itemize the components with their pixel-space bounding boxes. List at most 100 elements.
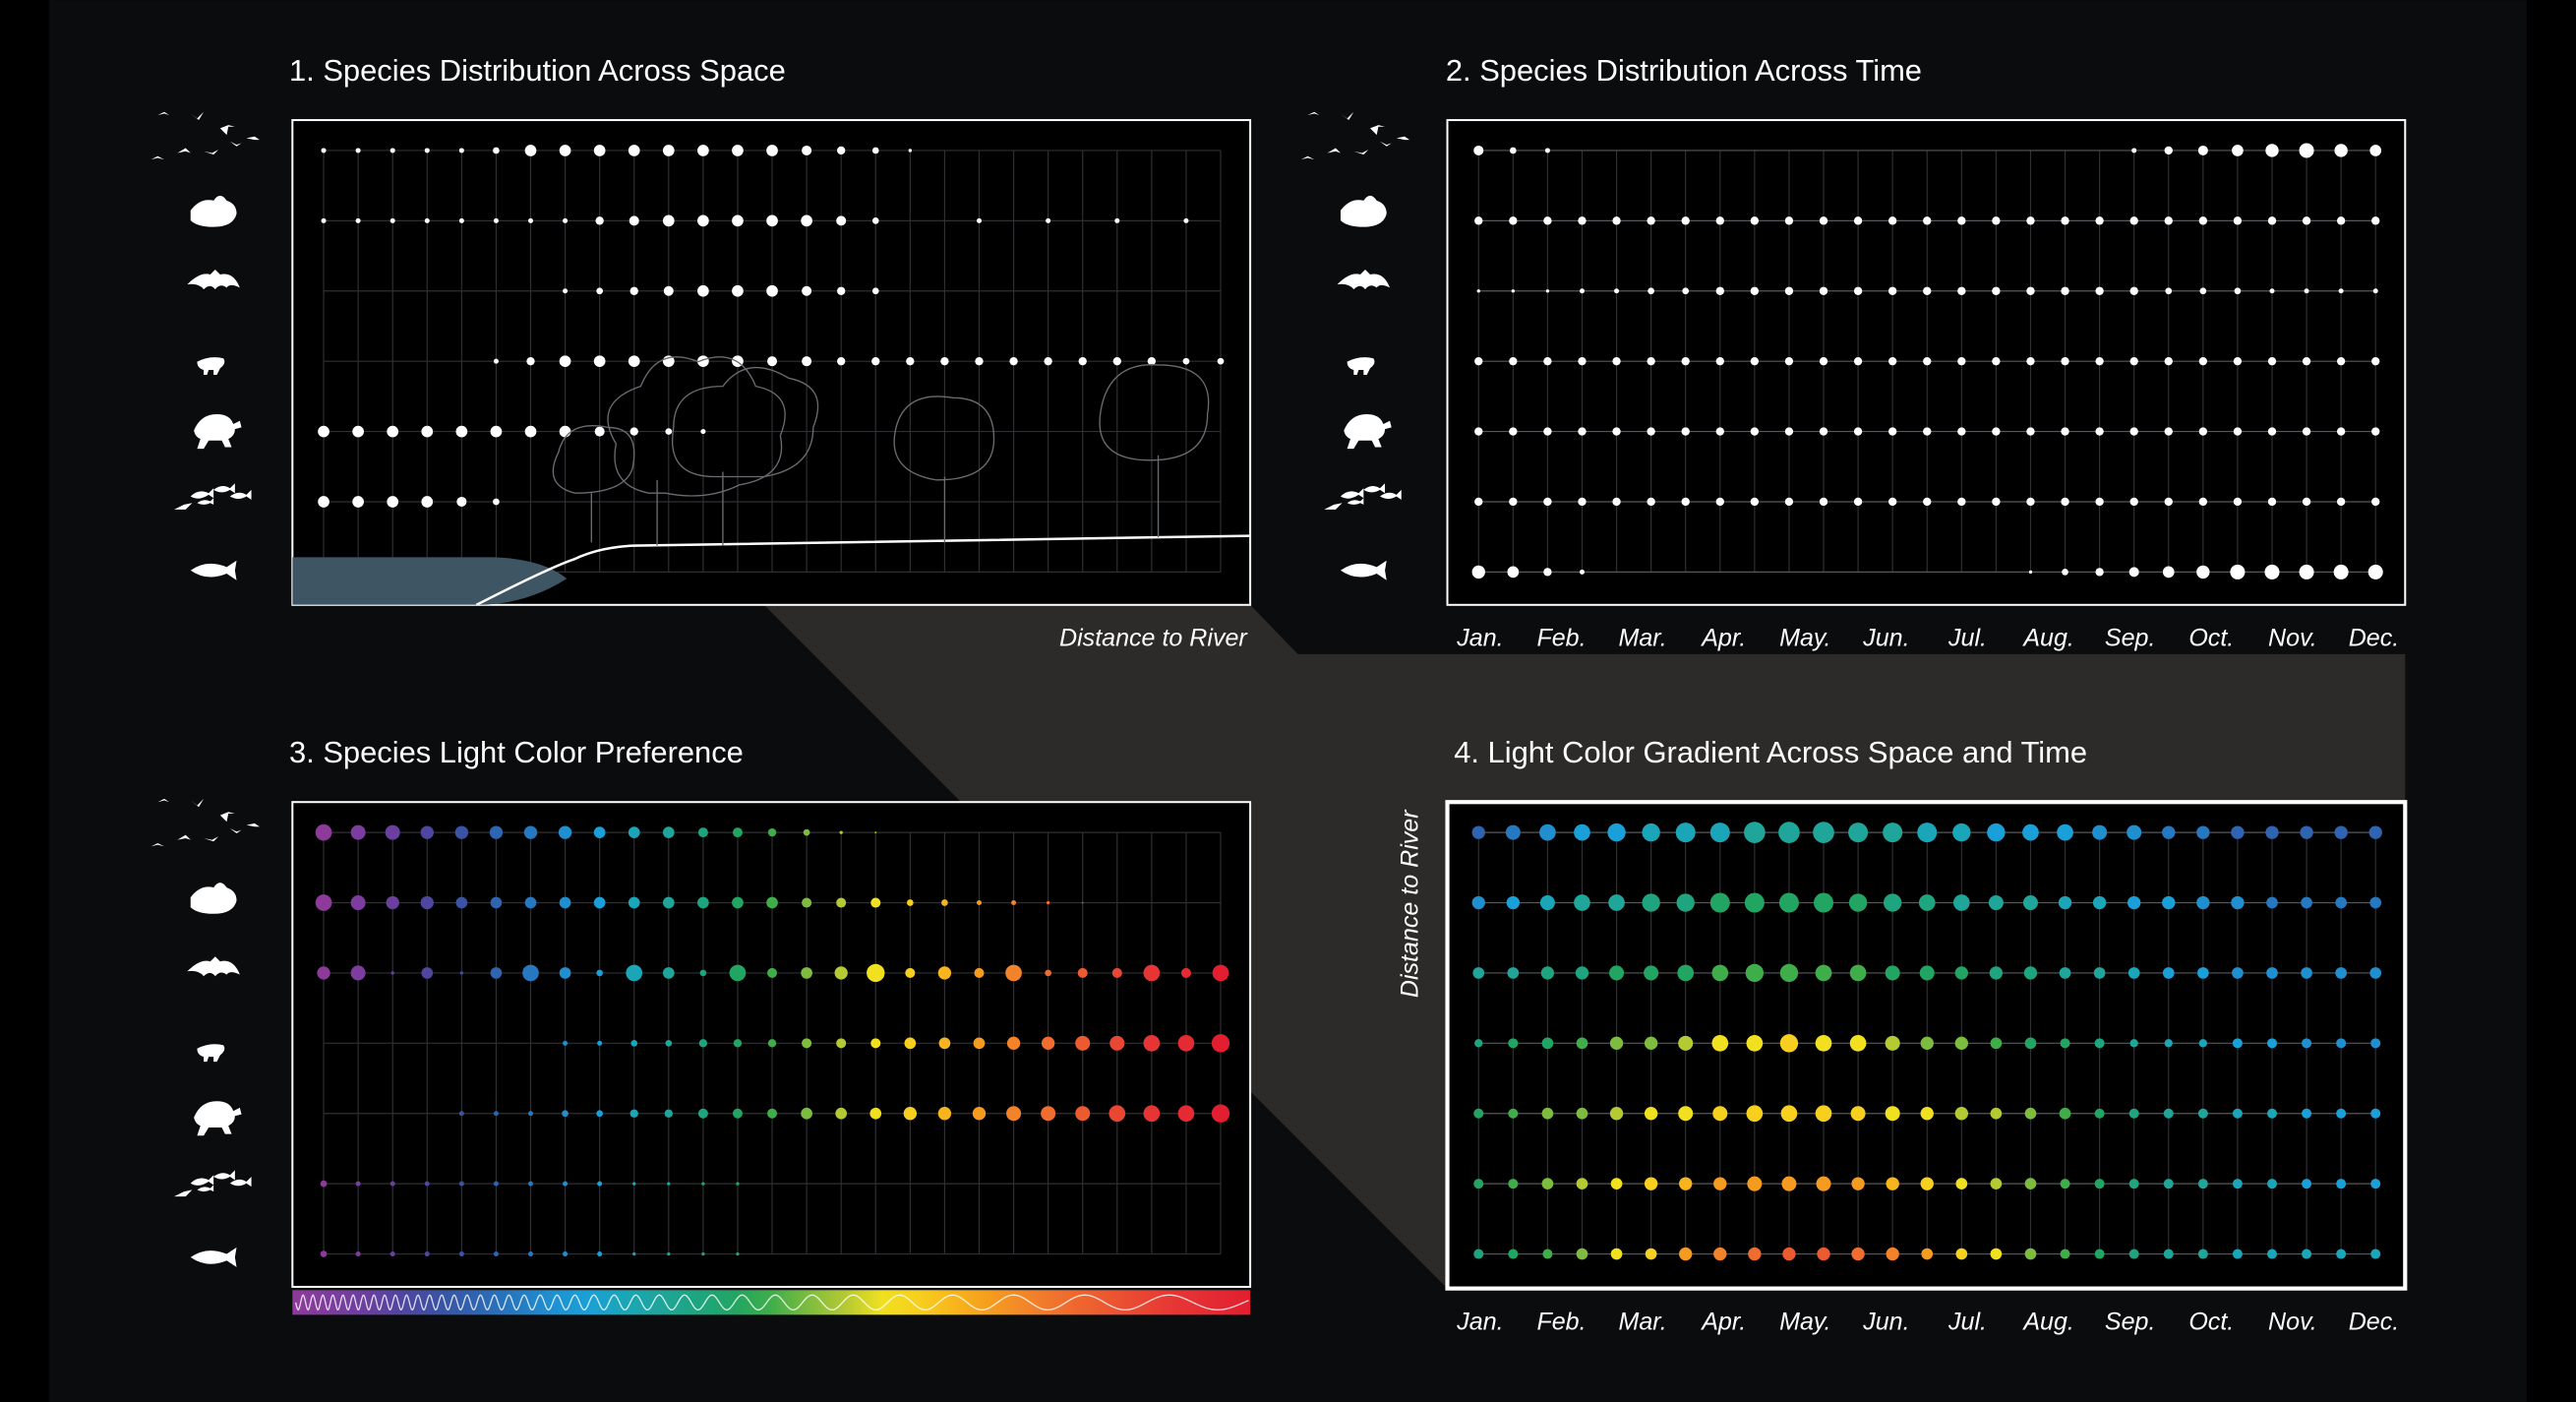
dot: [2162, 896, 2175, 909]
dot: [1612, 216, 1620, 224]
dot: [1955, 1037, 1968, 1050]
dot: [1543, 216, 1551, 224]
dot: [1144, 965, 1161, 982]
dot: [421, 896, 434, 909]
dot: [2164, 1179, 2174, 1189]
dot: [490, 825, 503, 838]
dot: [2264, 565, 2279, 579]
dot: [736, 1182, 739, 1185]
axis-label: Distance to River: [1396, 809, 1423, 998]
dot: [1712, 1106, 1727, 1121]
dot: [2232, 145, 2244, 156]
dot: [1751, 498, 1759, 506]
dot: [2268, 498, 2276, 506]
dot: [2127, 896, 2140, 909]
dot: [1005, 965, 1022, 982]
dot: [1955, 1249, 1967, 1260]
dot: [356, 1182, 361, 1187]
month-label: May.: [1779, 1308, 1830, 1335]
dot: [867, 964, 884, 982]
dot: [2268, 357, 2276, 365]
dot: [874, 831, 876, 833]
dot: [1886, 1177, 1898, 1189]
dot: [1042, 1037, 1054, 1050]
dot: [732, 145, 744, 156]
dot: [1780, 1034, 1798, 1052]
dot: [2267, 1250, 2277, 1259]
dot: [697, 145, 709, 156]
dot: [1477, 289, 1480, 292]
dot: [1114, 218, 1119, 223]
dot: [1646, 1249, 1657, 1260]
dot: [2302, 1109, 2311, 1119]
dot: [2336, 1179, 2346, 1189]
dot: [2199, 427, 2207, 435]
dot: [1079, 357, 1087, 365]
dot: [526, 357, 534, 365]
dot: [1820, 498, 1827, 506]
dot: [2300, 565, 2314, 579]
dot: [1473, 146, 1483, 155]
dot: [1642, 893, 1659, 911]
dot: [2199, 1039, 2207, 1047]
dot: [2196, 896, 2209, 909]
dot: [2128, 967, 2140, 979]
dot: [1920, 965, 1935, 980]
dot: [2061, 216, 2068, 224]
dot: [629, 826, 640, 838]
dot: [2025, 1037, 2037, 1049]
dot: [802, 286, 811, 296]
dot: [1509, 216, 1517, 224]
dot: [2061, 498, 2068, 506]
dot: [2233, 1109, 2243, 1119]
dot: [594, 826, 606, 838]
dot: [2165, 1039, 2173, 1047]
dot: [2163, 567, 2175, 579]
dot: [1682, 357, 1690, 365]
dot: [766, 215, 778, 227]
dot: [1888, 216, 1896, 224]
dot: [2130, 427, 2138, 435]
dot: [1921, 1177, 1934, 1189]
dot: [665, 1110, 673, 1118]
dot: [2337, 498, 2345, 506]
dot: [491, 426, 503, 438]
dot: [596, 970, 603, 977]
dot: [1213, 965, 1229, 982]
dot: [493, 148, 500, 154]
dot: [2165, 287, 2172, 294]
dot: [1816, 1035, 1832, 1052]
dot: [870, 1038, 880, 1048]
dot: [766, 897, 778, 909]
dot: [1047, 901, 1049, 904]
dot: [2061, 427, 2068, 435]
month-label: Apr.: [1700, 625, 1746, 652]
dot: [977, 218, 982, 223]
dot: [1647, 357, 1654, 365]
dot: [1917, 823, 1937, 842]
dot: [2029, 571, 2032, 574]
dot: [460, 971, 463, 974]
dot: [1614, 288, 1619, 293]
dot: [2164, 1109, 2174, 1119]
dot: [387, 426, 398, 438]
dot: [698, 827, 708, 837]
dot: [2234, 216, 2242, 224]
dot: [1716, 216, 1724, 224]
dot: [2025, 1249, 2037, 1260]
dot: [1816, 1105, 1832, 1122]
dot: [2162, 825, 2175, 838]
month-label: Dec.: [2349, 625, 2400, 652]
dot: [1957, 427, 1965, 435]
dot: [1510, 148, 1517, 154]
dot: [629, 145, 640, 156]
dot: [1991, 1108, 2003, 1120]
dot: [1647, 287, 1654, 294]
dot: [2095, 357, 2103, 365]
month-label: Dec.: [2349, 1308, 2400, 1335]
dot: [1854, 287, 1862, 295]
dot: [1041, 1106, 1055, 1121]
dot: [938, 1107, 951, 1120]
dot: [2094, 967, 2106, 979]
dot: [1854, 216, 1862, 224]
